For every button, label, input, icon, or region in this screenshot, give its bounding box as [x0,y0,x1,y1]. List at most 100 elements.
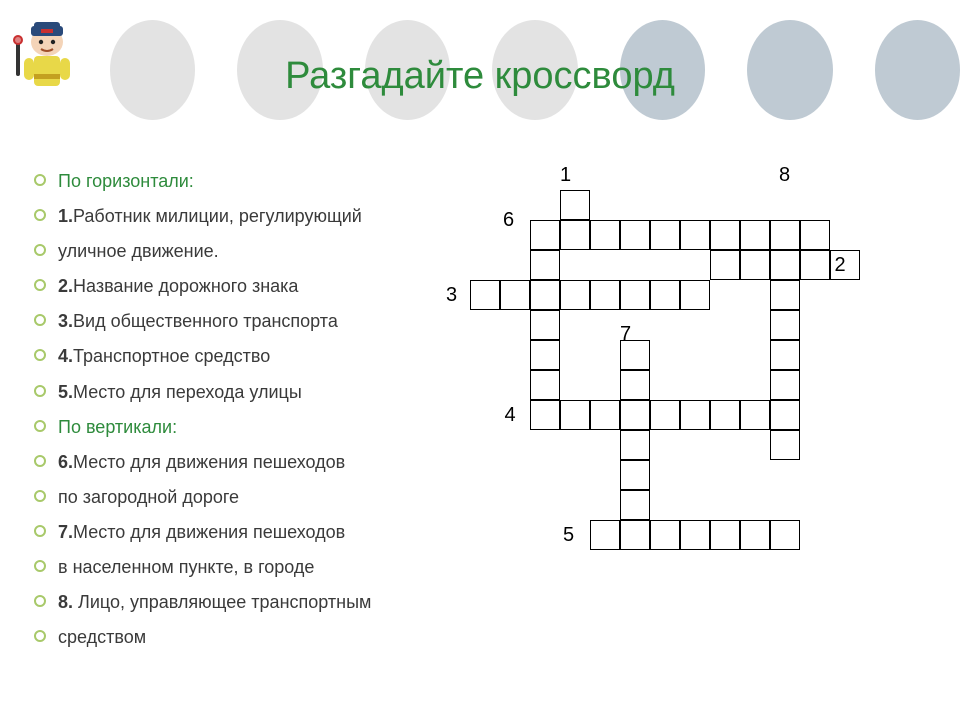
crossword-cell [530,220,560,250]
bullet-icon [34,630,46,642]
crossword-cell [530,250,560,280]
clue-number: 4. [58,346,73,366]
crossword-cell [560,280,590,310]
bullet-icon [34,455,46,467]
clue-number: 3. [58,311,73,331]
clue-number: 5. [58,382,73,402]
crossword-cell [650,520,680,550]
bullet-icon [34,209,46,221]
clue-line: 2.Название дорожного знака [34,273,444,299]
page-title: Разгадайте кроссворд [0,55,960,98]
crossword-cell [710,250,740,280]
clue-line: По вертикали: [34,414,444,440]
crossword-cell [530,340,560,370]
bullet-icon [34,174,46,186]
crossword-number: 5 [563,524,574,547]
clue-body: Транспортное средство [73,346,270,366]
crossword-cell [770,520,800,550]
crossword-cell [680,220,710,250]
crossword-cell [680,520,710,550]
clue-number: 2. [58,276,73,296]
crossword-cell [800,220,830,250]
clue-line: 1.Работник милиции, регулирующий [34,203,444,229]
crossword-cell [530,310,560,340]
clue-line: в населенном пункте, в городе [34,554,444,580]
crossword-cell [740,250,770,280]
clue-number: 6. [58,452,73,472]
clue-line: средством [34,624,444,650]
clue-text: 4.Транспортное средство [58,343,270,369]
crossword-cell [770,400,800,430]
bullet-icon [34,595,46,607]
clue-body: по загородной дороге [58,487,239,507]
clue-body: Лицо, управляющее транспортным [78,592,371,612]
clue-body: средством [58,627,146,647]
clue-text: по загородной дороге [58,484,239,510]
crossword-cell [530,400,560,430]
bullet-icon [34,420,46,432]
crossword-cell [620,430,650,460]
bullet-icon [34,525,46,537]
clue-text: средством [58,624,146,650]
crossword-cell [800,250,830,280]
clue-body: Название дорожного знака [73,276,298,296]
clue-line: по загородной дороге [34,484,444,510]
bullet-icon [34,279,46,291]
clue-body: Место для движения пешеходов [73,522,345,542]
crossword-cell [770,310,800,340]
crossword-cell [740,400,770,430]
clue-line: уличное движение. [34,238,444,264]
clue-body: Вид общественного транспорта [73,311,338,331]
bullet-icon [34,349,46,361]
bullet-icon [34,385,46,397]
crossword-cell [740,220,770,250]
clue-text: уличное движение. [58,238,219,264]
clue-line: 5.Место для перехода улицы [34,379,444,405]
crossword-number: 7 [620,323,631,346]
clue-text: 1.Работник милиции, регулирующий [58,203,362,229]
crossword-number: 2 [835,254,846,277]
bullet-icon [34,314,46,326]
crossword-cell [470,280,500,310]
crossword-cell [680,400,710,430]
clue-line: 6.Место для движения пешеходов [34,449,444,475]
clue-text: 7.Место для движения пешеходов [58,519,345,545]
crossword-cell [560,400,590,430]
crossword-cell [620,520,650,550]
clue-heading: По горизонтали: [58,168,194,194]
clue-heading: По вертикали: [58,414,177,440]
crossword-cell [680,280,710,310]
clue-body: Работник милиции, регулирующий [73,206,362,226]
crossword-cell [590,400,620,430]
crossword-cell [560,190,590,220]
bullet-icon [34,244,46,256]
clue-body: По вертикали: [58,417,177,437]
crossword-cell [620,220,650,250]
clue-body: уличное движение. [58,241,219,261]
crossword-cell [710,400,740,430]
crossword-cell [710,520,740,550]
clue-number: 1. [58,206,73,226]
clue-number: 8. [58,592,78,612]
clue-text: 8. Лицо, управляющее транспортным [58,589,371,615]
crossword-cell [530,280,560,310]
crossword-cell [650,400,680,430]
crossword-cell [590,220,620,250]
clue-body: По горизонтали: [58,171,194,191]
crossword-number: 3 [446,284,457,307]
clue-line: 4.Транспортное средство [34,343,444,369]
crossword-cell [770,280,800,310]
bullet-icon [34,560,46,572]
bullet-icon [34,490,46,502]
crossword-cell [740,520,770,550]
clue-text: 6.Место для движения пешеходов [58,449,345,475]
crossword-cell [650,220,680,250]
crossword-cell [770,220,800,250]
crossword-number: 4 [505,404,516,427]
clue-line: 7.Место для движения пешеходов [34,519,444,545]
crossword-cell [590,280,620,310]
crossword-cell [620,490,650,520]
crossword-grid: 18623745 [470,190,940,690]
crossword-cell [620,460,650,490]
crossword-cell [590,520,620,550]
